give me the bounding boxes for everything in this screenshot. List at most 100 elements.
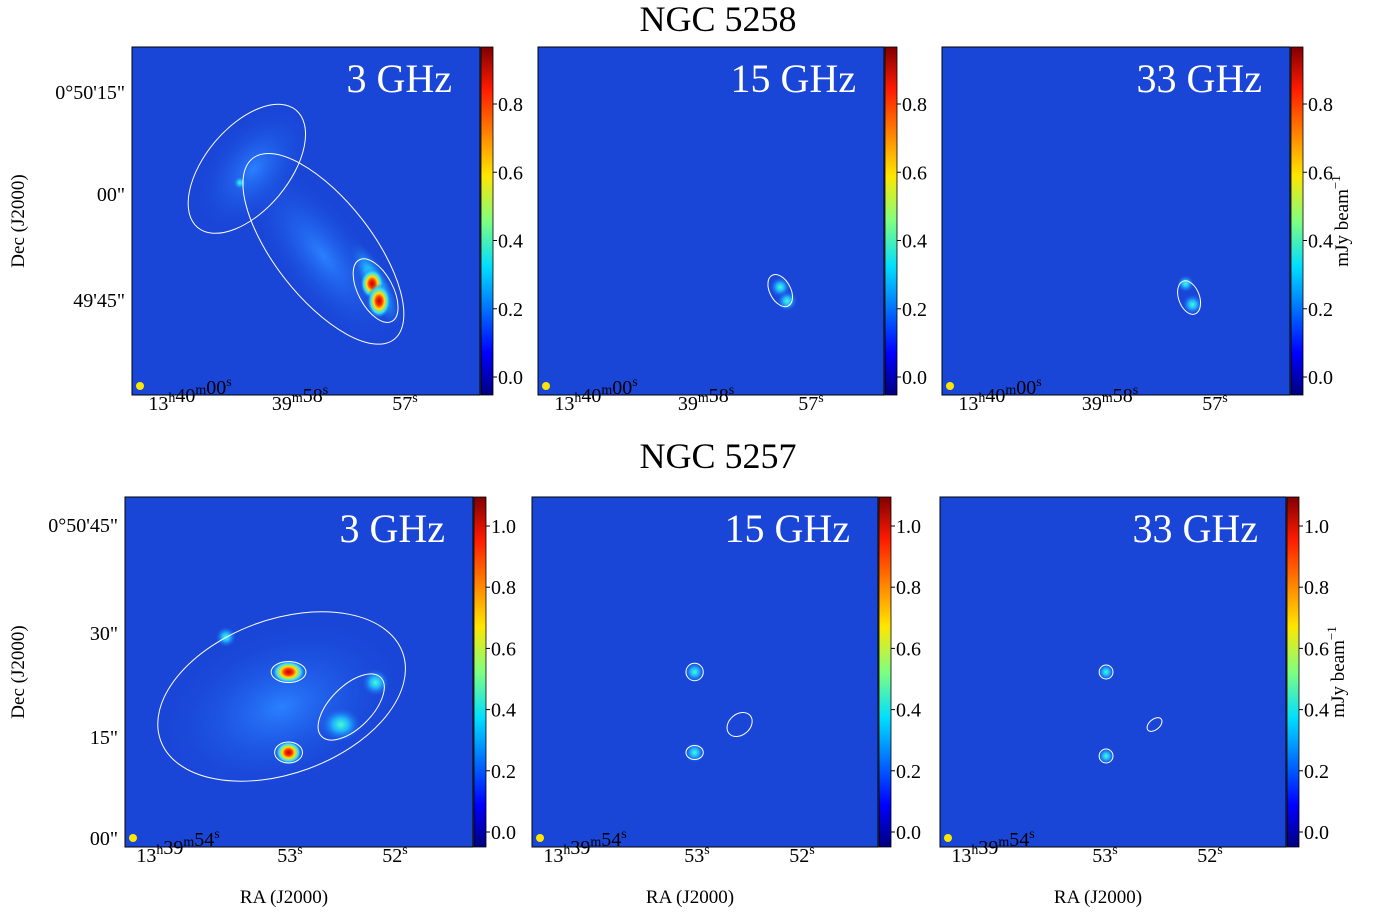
tick-sup: m [601, 383, 612, 398]
tick-sup: m [998, 835, 1009, 850]
cbar-tick-label: 0.0 [491, 822, 516, 844]
cbar-tick-label: 0.0 [1308, 367, 1333, 389]
cbar-tick-label: 0.2 [896, 761, 921, 783]
tick-part: 58 [303, 385, 323, 407]
beam [542, 382, 550, 390]
cbar-tick-label: 0.6 [498, 162, 523, 184]
contour [270, 661, 307, 683]
band-label: 33 GHz [1136, 56, 1262, 101]
cbar-tick-label: 0.4 [1304, 700, 1329, 722]
x-tick-label: 13h40m00s [958, 375, 1041, 415]
cbar-tick-label: 0.0 [1304, 822, 1329, 844]
tick-sup: s [1036, 375, 1041, 390]
tick-sup: s [818, 391, 823, 406]
tick-part: 58 [1113, 385, 1133, 407]
band-label: 15 GHz [724, 506, 850, 551]
x-tick-label: 57s [392, 391, 417, 415]
x-tick-label: 53s [684, 843, 709, 867]
x-tick-label: 13h39m54s [951, 827, 1034, 867]
cbar-tick-label: 1.0 [491, 516, 516, 538]
image [942, 47, 1290, 395]
blob [274, 740, 303, 765]
tick-part: 40 [175, 385, 195, 407]
beam [944, 834, 952, 842]
colorbar [878, 496, 892, 848]
tick-part: 13 [951, 845, 971, 867]
tick-part: 13 [543, 845, 563, 867]
tick-part: 39 [1082, 393, 1102, 415]
tick-part: 39 [978, 837, 998, 859]
y-tick-label: 0°50'45" [48, 515, 118, 537]
blob [251, 169, 396, 342]
frame [537, 46, 885, 396]
tick-sup: m [698, 391, 709, 406]
x-tick-label: 53s [277, 843, 302, 867]
tick-sup: h [971, 843, 978, 858]
cbar-tick-label: 0.6 [896, 638, 921, 660]
image [538, 47, 884, 395]
contour [187, 103, 307, 234]
cbar-tick-label: 0.8 [498, 94, 523, 116]
frame [939, 496, 1287, 848]
tick-sup: s [1133, 383, 1138, 398]
tick-part: 53 [277, 845, 297, 867]
cbar-tick-label: 0.2 [498, 299, 523, 321]
tick-part: 00 [1016, 377, 1036, 399]
y-axis-label: Dec (J2000) [8, 174, 29, 267]
cbar-tick-label: 0.6 [491, 638, 516, 660]
tick-sup: m [590, 835, 601, 850]
tick-part: 00 [206, 377, 226, 399]
x-tick-label: 52s [382, 843, 407, 867]
contour [685, 662, 704, 682]
tick-part: 52 [382, 845, 402, 867]
cbar-tick-label: 0.6 [1304, 638, 1329, 660]
x-tick-label: 13h39m54s [136, 827, 219, 867]
contour [1098, 664, 1114, 680]
x-tick-label: 57s [1202, 391, 1227, 415]
tick-part: 57 [1202, 393, 1222, 415]
beam [536, 834, 544, 842]
y-tick-label: 00" [90, 828, 118, 850]
contour [685, 745, 704, 760]
tick-sup: s [1112, 843, 1117, 858]
tick-part: 40 [985, 385, 1005, 407]
contour [1177, 280, 1202, 315]
tick-sup: m [195, 383, 206, 398]
tick-part: 58 [709, 385, 729, 407]
x-tick-label: 53s [1092, 843, 1117, 867]
blob [1097, 663, 1115, 681]
y-tick-label: 30" [90, 623, 118, 645]
emission [1097, 663, 1115, 765]
beam [946, 382, 954, 390]
tick-sup: s [704, 843, 709, 858]
cbar-label-main: mJy beam [1332, 189, 1353, 267]
beam [136, 382, 144, 390]
blob [164, 623, 400, 791]
tick-part: 39 [272, 393, 292, 415]
cbar-tick-label: 0.8 [1308, 94, 1333, 116]
cbar-tick-label: 0.8 [1304, 577, 1329, 599]
tick-sup: h [168, 391, 175, 406]
x-axis-label: RA (J2000) [1054, 887, 1142, 908]
contour [1098, 748, 1114, 764]
blob [271, 659, 306, 685]
tick-part: 54 [601, 829, 621, 851]
blob [776, 290, 798, 312]
cbar-tick-label: 0.8 [896, 577, 921, 599]
tick-part: 13 [958, 393, 978, 415]
tick-sup: s [1029, 827, 1034, 842]
cbar-label-sup: −1 [1324, 626, 1339, 640]
tick-part: 00 [612, 377, 632, 399]
y-tick-label: 0°50'15" [55, 82, 125, 104]
tick-part: 13 [554, 393, 574, 415]
x-tick-label: 39m58s [1082, 383, 1138, 415]
emission [198, 109, 402, 342]
contour [352, 258, 399, 323]
cbar-tick-label: 0.2 [902, 299, 927, 321]
band-label: 15 GHz [730, 56, 856, 101]
blob [1176, 274, 1195, 293]
cbar-tick-label: 0.2 [1304, 761, 1329, 783]
blob [198, 109, 309, 229]
tick-sup: s [1222, 391, 1227, 406]
